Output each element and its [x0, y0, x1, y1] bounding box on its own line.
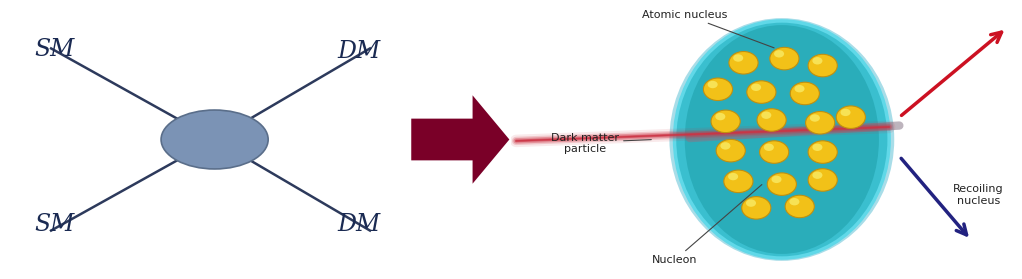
Ellipse shape — [703, 78, 733, 100]
Ellipse shape — [812, 172, 823, 179]
Text: Dark matter
particle: Dark matter particle — [551, 133, 619, 155]
Ellipse shape — [724, 170, 753, 193]
Ellipse shape — [728, 173, 738, 180]
Ellipse shape — [669, 18, 894, 261]
Text: Atomic nucleus: Atomic nucleus — [642, 9, 774, 48]
Ellipse shape — [808, 141, 837, 163]
Ellipse shape — [729, 52, 758, 74]
Ellipse shape — [675, 21, 889, 258]
Ellipse shape — [763, 144, 774, 151]
Ellipse shape — [759, 141, 789, 163]
Ellipse shape — [790, 82, 820, 105]
Ellipse shape — [716, 140, 745, 162]
Ellipse shape — [747, 81, 776, 103]
Text: DM: DM — [337, 40, 380, 63]
Ellipse shape — [836, 106, 866, 128]
Ellipse shape — [805, 112, 835, 134]
Ellipse shape — [785, 195, 815, 218]
Ellipse shape — [812, 57, 823, 64]
Ellipse shape — [789, 198, 799, 205]
Ellipse shape — [772, 176, 782, 183]
FancyArrow shape — [411, 95, 509, 184]
Ellipse shape — [751, 84, 761, 91]
Ellipse shape — [812, 144, 823, 151]
Ellipse shape — [809, 114, 820, 122]
Ellipse shape — [707, 81, 717, 88]
Ellipse shape — [774, 50, 784, 57]
Ellipse shape — [757, 109, 786, 131]
Ellipse shape — [808, 54, 837, 77]
Ellipse shape — [808, 169, 837, 191]
Text: SM: SM — [35, 38, 76, 61]
Ellipse shape — [711, 110, 740, 133]
Ellipse shape — [768, 173, 796, 195]
Ellipse shape — [721, 142, 731, 150]
Ellipse shape — [794, 85, 804, 92]
Text: Nucleon: Nucleon — [652, 185, 761, 265]
Ellipse shape — [685, 25, 879, 254]
Text: DM: DM — [337, 213, 380, 236]
Ellipse shape — [715, 113, 726, 120]
Ellipse shape — [742, 197, 771, 219]
Ellipse shape — [840, 109, 850, 116]
Text: Recoiling
nucleus: Recoiling nucleus — [954, 184, 1004, 206]
Ellipse shape — [746, 199, 756, 207]
Ellipse shape — [161, 110, 268, 169]
Ellipse shape — [733, 54, 743, 62]
Ellipse shape — [770, 47, 799, 70]
Text: SM: SM — [35, 213, 76, 236]
Ellipse shape — [761, 112, 772, 119]
